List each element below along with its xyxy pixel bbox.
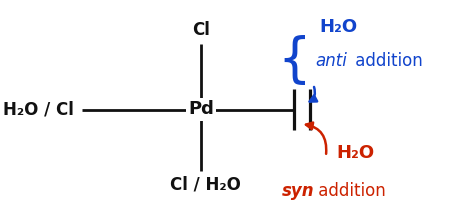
Text: addition: addition (313, 182, 386, 200)
Text: Cl: Cl (192, 21, 210, 39)
Text: Cl / H₂O: Cl / H₂O (170, 175, 241, 193)
Text: H₂O: H₂O (319, 18, 357, 36)
Text: H₂O: H₂O (337, 144, 374, 162)
Text: H₂O / Cl: H₂O / Cl (3, 101, 74, 118)
Text: {: { (277, 35, 311, 87)
Text: syn: syn (282, 182, 314, 200)
Text: addition: addition (350, 52, 423, 70)
Text: Pd: Pd (188, 101, 214, 118)
Text: anti: anti (315, 52, 347, 70)
